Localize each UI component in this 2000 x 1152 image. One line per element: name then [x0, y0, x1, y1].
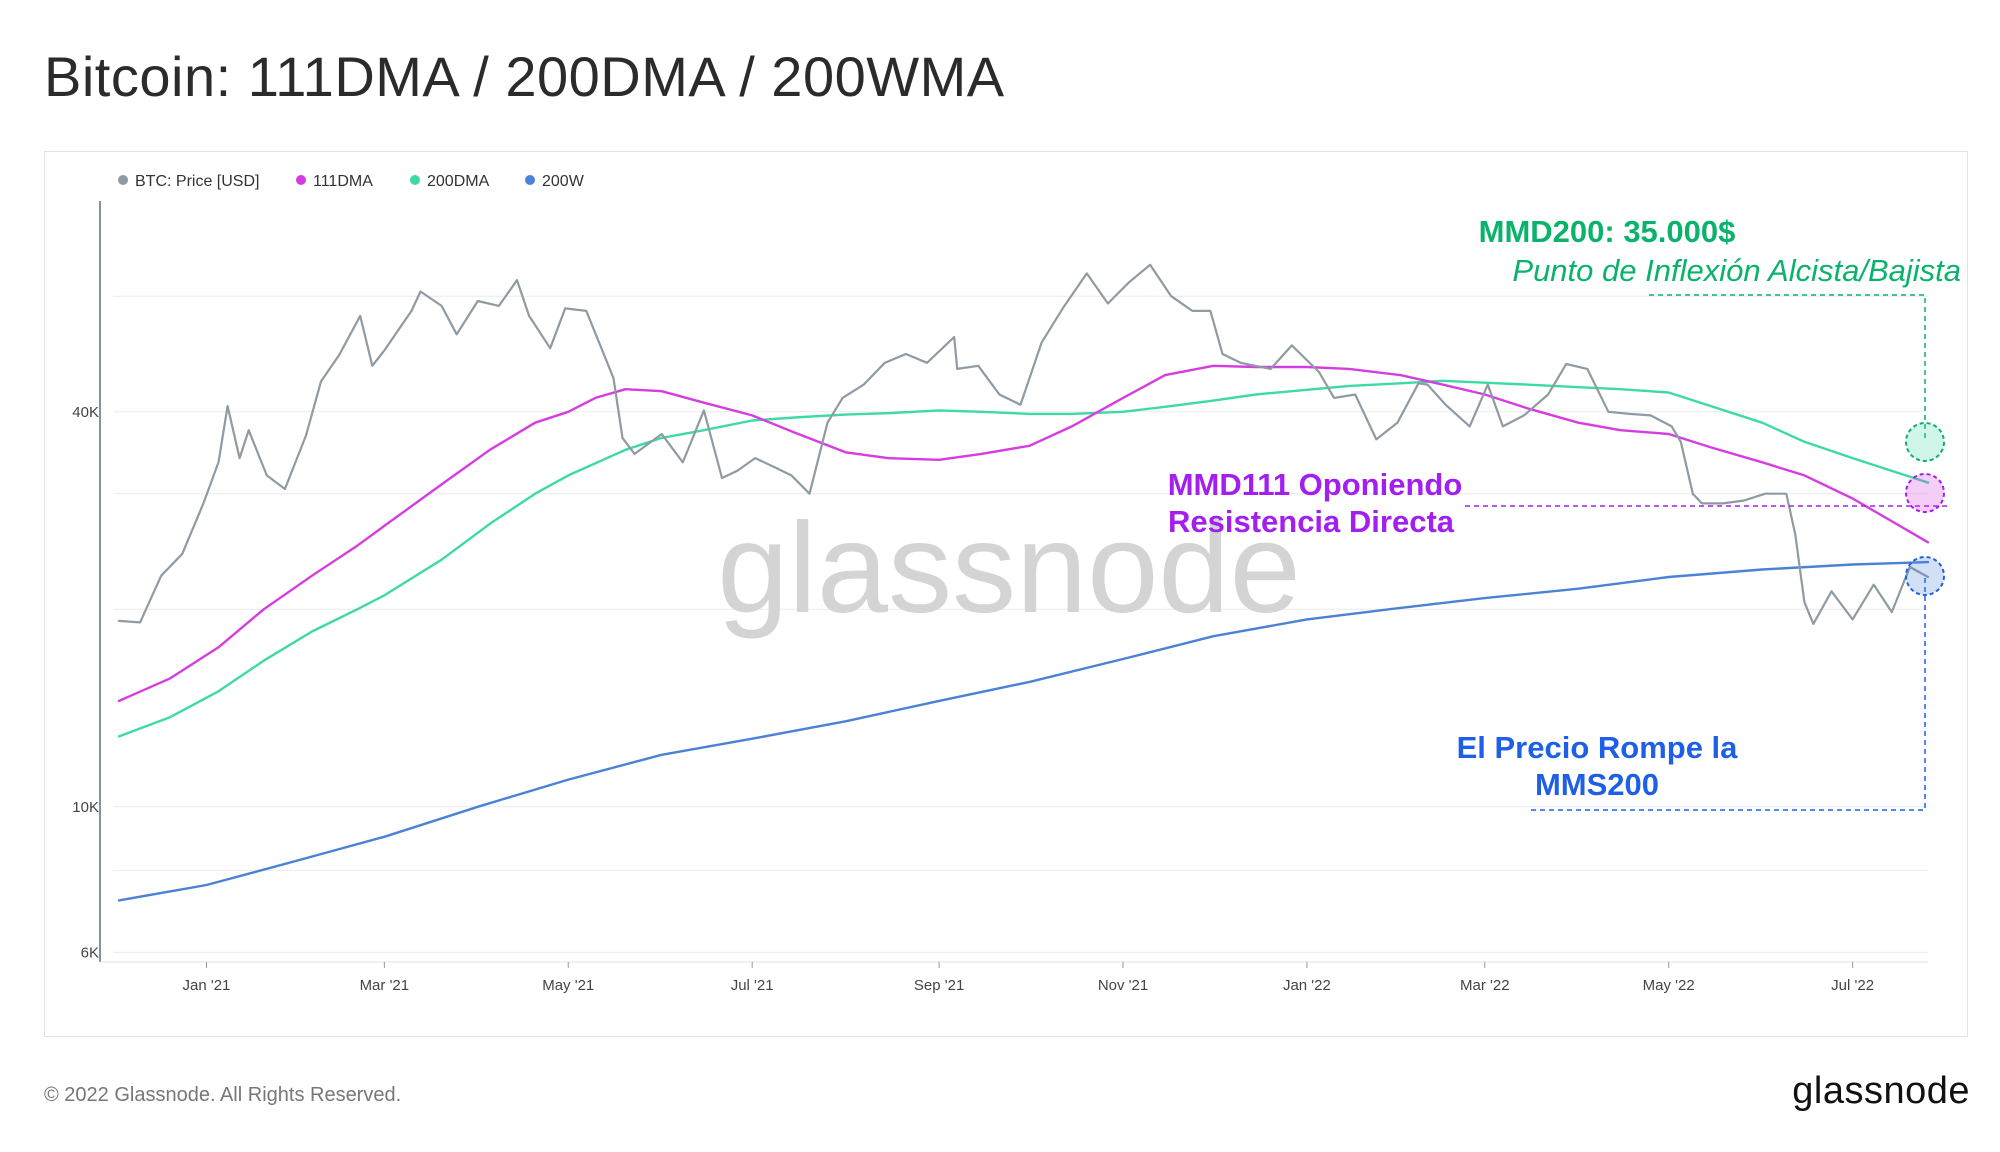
- watermark: glassnode: [717, 497, 1301, 640]
- footer-copyright: © 2022 Glassnode. All Rights Reserved.: [44, 1084, 402, 1106]
- annotation-mmd111-marker: [1905, 473, 1945, 513]
- series-line-dma200: [117, 379, 1930, 738]
- legend-dot-price: [118, 175, 128, 185]
- annotation-mmd200-marker: [1905, 422, 1945, 462]
- page-title: Bitcoin: 111DMA / 200DMA / 200WMA: [44, 45, 1005, 108]
- series-line-wma200: [117, 560, 1930, 902]
- x-tick-label: Mar '21: [360, 977, 410, 994]
- grid-layer: [113, 295, 1928, 953]
- legend-item-dma200[interactable]: 200DMA: [410, 173, 490, 190]
- annotation-mms200-line1: El Precio Rompe la: [1457, 730, 1739, 765]
- x-tick-label: Mar '22: [1460, 977, 1510, 994]
- legend-item-dma111[interactable]: 111DMA: [296, 173, 373, 190]
- legend-item-price[interactable]: BTC: Price [USD]: [118, 173, 259, 190]
- series-line-dma111: [117, 364, 1930, 703]
- legend-label-price: BTC: Price [USD]: [135, 173, 259, 190]
- y-tick-label: 40K: [72, 404, 99, 421]
- x-tick-label: Nov '21: [1098, 977, 1148, 994]
- series-line-price: [117, 263, 1930, 625]
- annotation-mmd111-line1: MMD111 Oponiendo: [1168, 467, 1463, 502]
- annotation-mms200-line2: MMS200: [1535, 767, 1659, 802]
- legend-item-wma200[interactable]: 200W: [525, 173, 585, 190]
- legend-label-dma111: 111DMA: [313, 173, 373, 190]
- axis-layer: 6K 10K 40K Jan '21 Mar '21 May '21 Jul '21 Sep …: [72, 201, 1928, 994]
- legend-label-dma200: 200DMA: [427, 173, 490, 190]
- annotation-mmd200-subtitle: Punto de Inflexión Alcista/Bajista: [1512, 253, 1961, 288]
- chart-svg: glassnode 6K 10K 40K Jan '21 Mar '21 May '21 J…: [72, 173, 1961, 994]
- legend-dot-wma200: [525, 175, 535, 185]
- legend: BTC: Price [USD] 111DMA 200DMA 200W: [118, 173, 585, 190]
- x-tick-label: Sep '21: [914, 977, 964, 994]
- legend-dot-dma111: [296, 175, 306, 185]
- x-tick-label: Jan '21: [183, 977, 231, 994]
- y-tick-label: 6K: [81, 944, 99, 961]
- annotation-layer: MMD200: 35.000$ Punto de Inflexión Alcis…: [1168, 214, 1961, 811]
- x-tick-label: May '21: [542, 977, 594, 994]
- annotation-mmd200-leader: [1649, 294, 1926, 442]
- y-tick-label: 10K: [72, 799, 99, 816]
- legend-label-wma200: 200W: [542, 173, 585, 190]
- series-layer: [117, 263, 1930, 902]
- x-tick-label: Jul '22: [1831, 977, 1874, 994]
- x-tick-label: May '22: [1643, 977, 1695, 994]
- annotation-mms200-marker: [1905, 556, 1945, 596]
- annotation-mms200-leader: [1531, 576, 1926, 811]
- chart-frame: glassnode 6K 10K 40K Jan '21 Mar '21 May '21 J…: [44, 151, 1968, 1037]
- x-tick-label: Jan '22: [1283, 977, 1331, 994]
- annotation-mmd111-line2: Resistencia Directa: [1168, 504, 1455, 539]
- legend-dot-dma200: [410, 175, 420, 185]
- annotation-mmd200-title: MMD200: 35.000$: [1479, 214, 1736, 249]
- x-tick-label: Jul '21: [731, 977, 774, 994]
- footer-logo[interactable]: glassnode: [1792, 1070, 1970, 1112]
